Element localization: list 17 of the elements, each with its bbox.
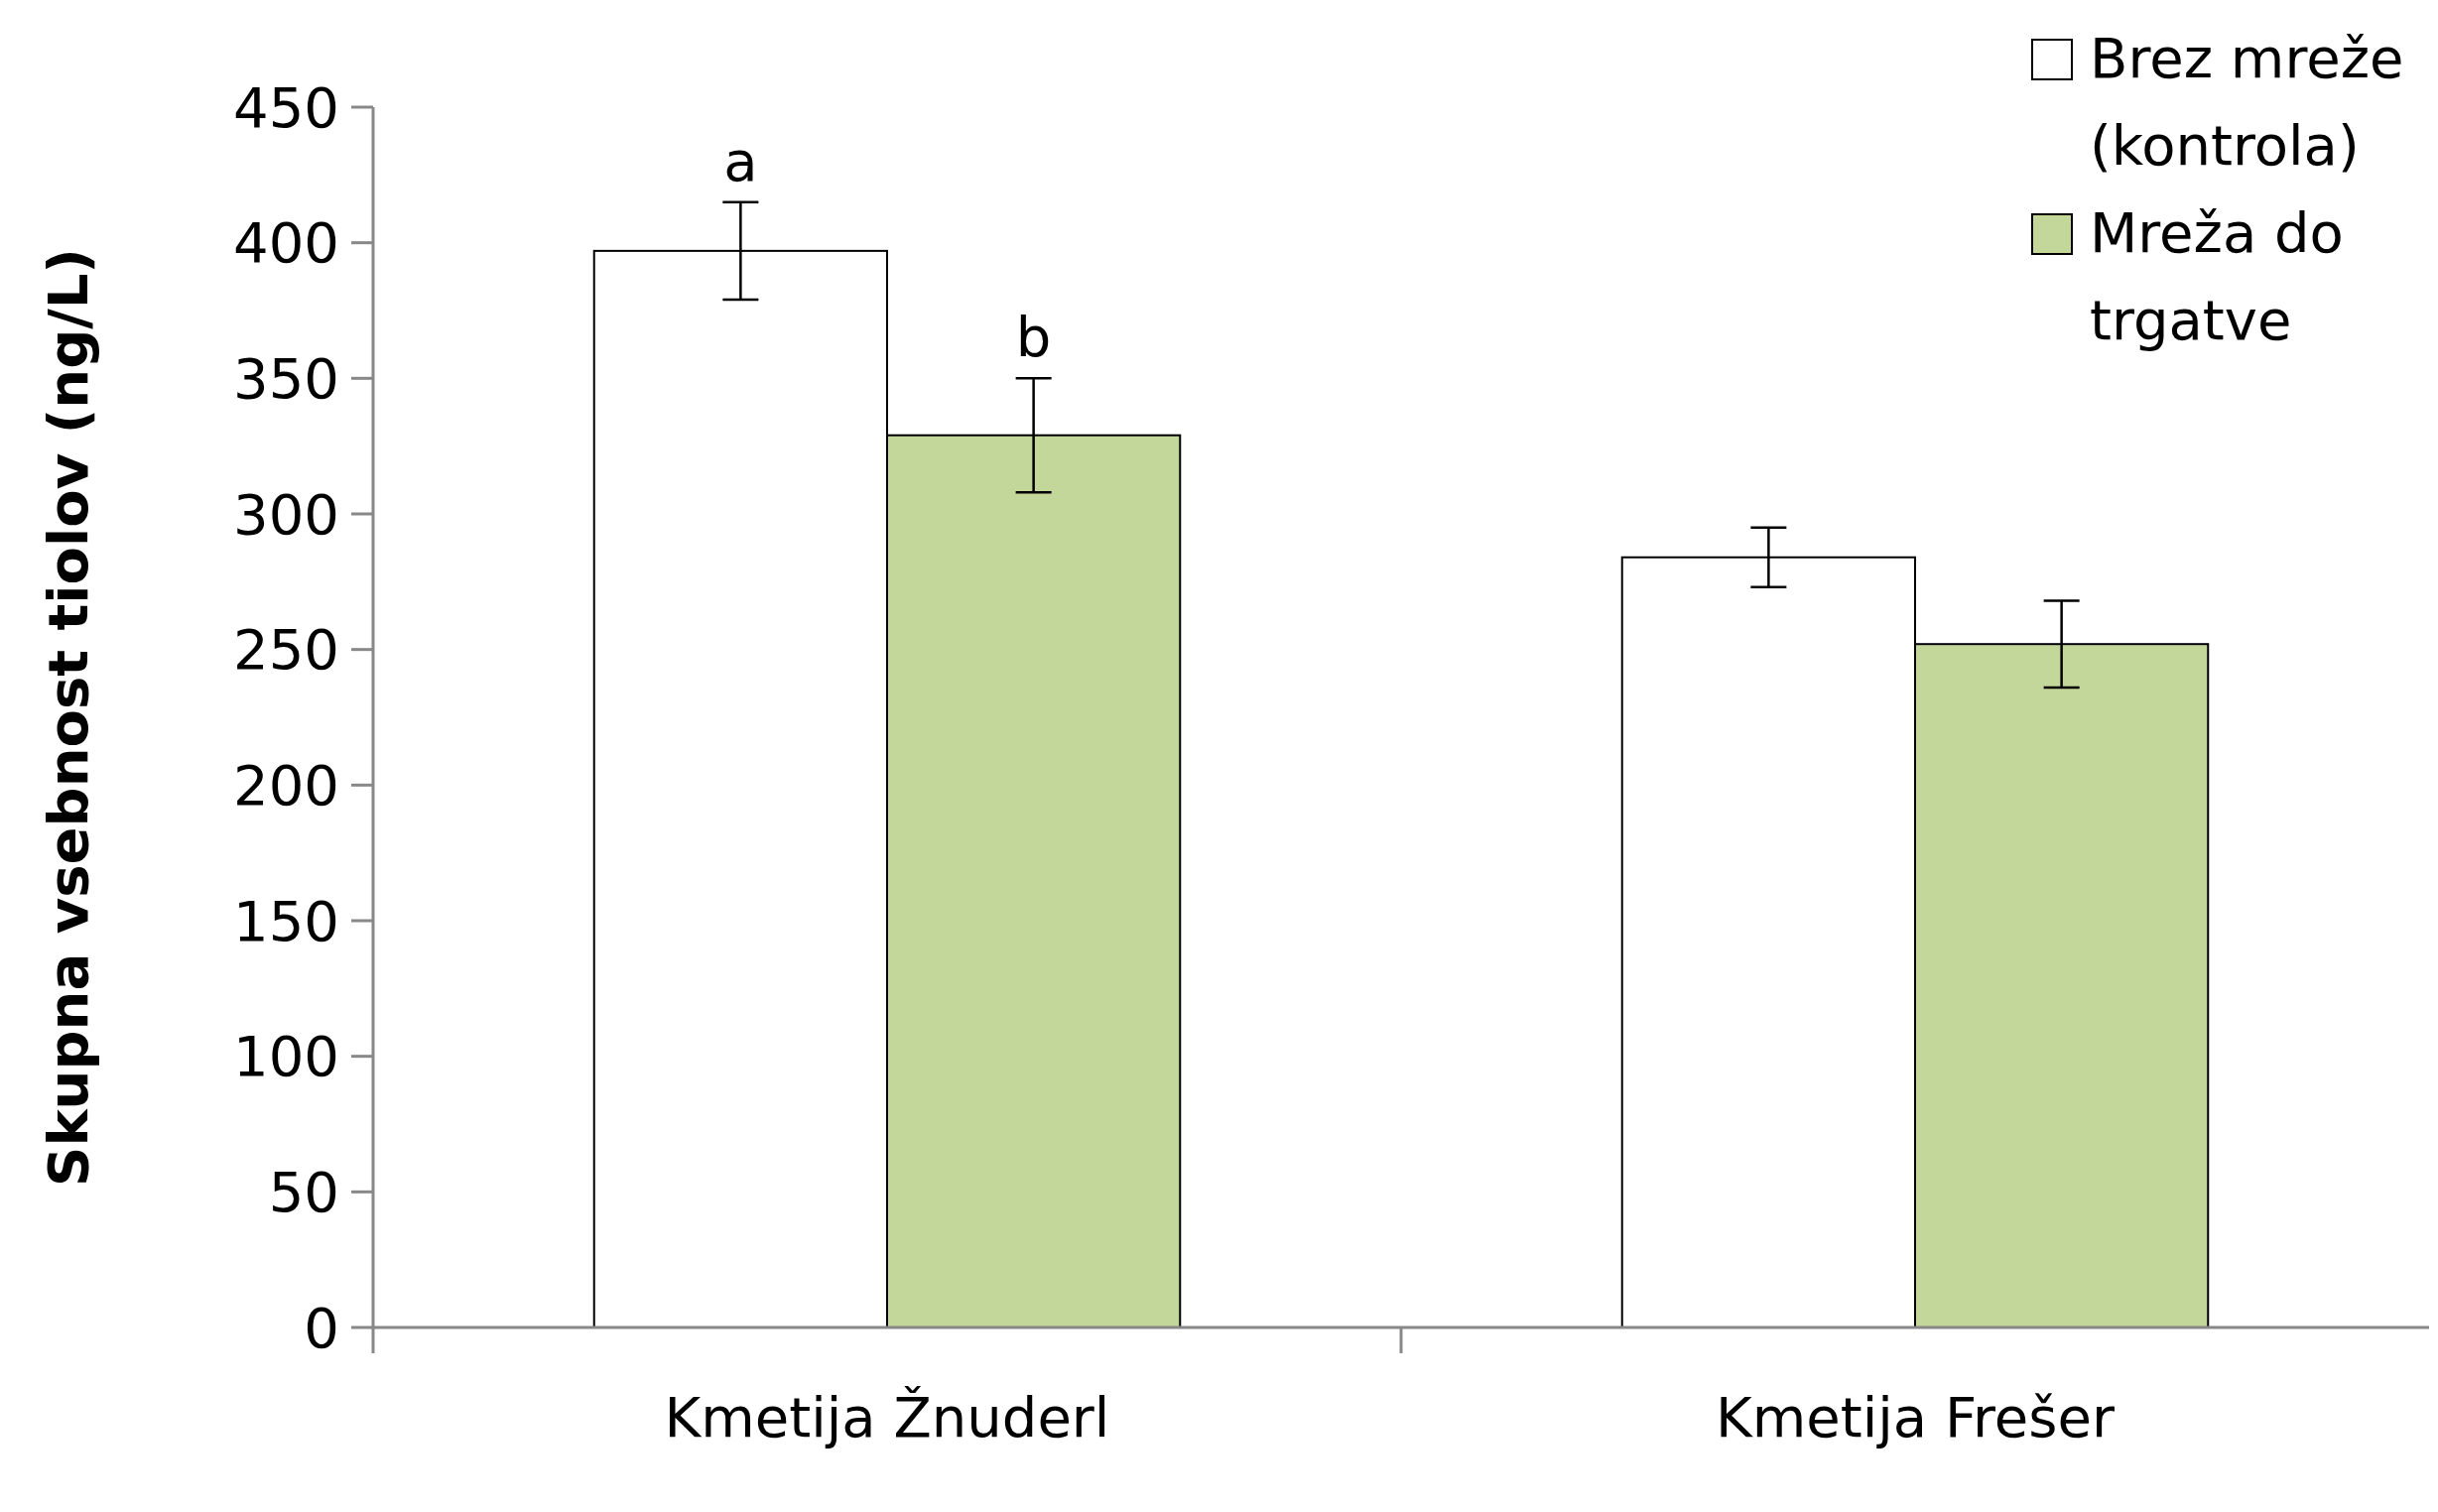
x-tick-label: Kmetija Frešer: [1716, 1385, 2116, 1449]
y-tick-label: 450: [233, 74, 339, 140]
y-tick-label: 250: [233, 617, 339, 683]
y-tick-label: 400: [233, 210, 339, 276]
annotation: a: [723, 128, 758, 193]
legend-label: Brez mreže (kontrola): [2090, 26, 2404, 178]
legend-label: Mreža do trgatve: [2090, 200, 2344, 352]
y-tick-label: 200: [233, 752, 339, 818]
y-axis-title: Skupna vsebnost tiolov (ng/L): [36, 248, 100, 1187]
annotation: b: [1015, 305, 1052, 370]
y-tick-label: 300: [233, 481, 339, 547]
y-tick-label: 0: [304, 1295, 339, 1360]
y-tick-label: 50: [268, 1159, 339, 1224]
y-tick-label: 350: [233, 345, 339, 411]
x-tick-label: Kmetija Žnuderl: [664, 1385, 1110, 1449]
y-tick-label: 100: [233, 1024, 339, 1089]
y-tick-label: 150: [233, 888, 339, 953]
